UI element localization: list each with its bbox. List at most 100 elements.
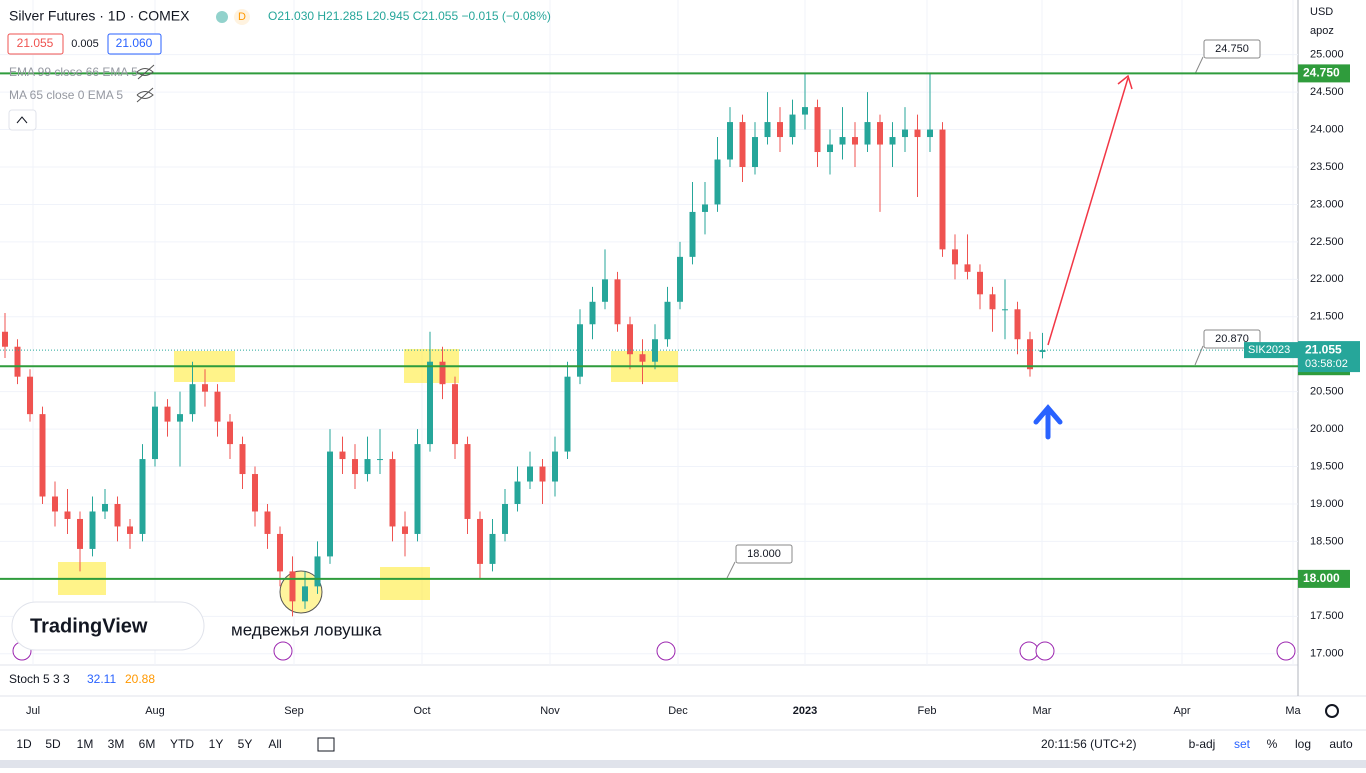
- candle-body: [439, 361, 446, 385]
- option-button[interactable]: set: [1234, 737, 1251, 751]
- mode[interactable]: apoz: [1310, 25, 1334, 37]
- option-button[interactable]: log: [1295, 737, 1311, 751]
- candle-body: [714, 159, 721, 205]
- symbol: Silver Futures · 1D · COMEX: [9, 8, 190, 24]
- collapse-button[interactable]: [8, 109, 37, 131]
- hide-icon[interactable]: [136, 64, 155, 103]
- settings-icon[interactable]: [1325, 704, 1339, 718]
- level-label: 24.750: [1303, 66, 1340, 80]
- candle-body: [264, 511, 271, 534]
- chevron: [16, 116, 28, 124]
- option-button[interactable]: %: [1267, 737, 1278, 751]
- ticker: SIK2023: [1248, 344, 1290, 356]
- candle-body: [277, 533, 283, 572]
- stoch-k: 32.11: [87, 672, 116, 686]
- candle-body: [927, 129, 933, 138]
- callout-leader: [1194, 345, 1204, 366]
- candles: [2, 73, 1046, 617]
- y-tick-label: 23.000: [1310, 198, 1344, 210]
- candle-body: [114, 503, 121, 527]
- range-button[interactable]: YTD: [170, 737, 194, 751]
- option-button[interactable]: auto: [1329, 737, 1353, 751]
- event-icon[interactable]: [1035, 641, 1055, 661]
- candle-body: [864, 122, 871, 145]
- y-tick-label: 22.000: [1310, 273, 1344, 285]
- indicator[interactable]: EMA 99 close 66 EMA 5: [9, 65, 138, 79]
- candle-body: [189, 384, 196, 415]
- candle-body: [2, 331, 8, 347]
- candle-body: [39, 414, 46, 497]
- ohlc: O21.030 H21.285 L20.945 C21.055 −0.015 (…: [268, 9, 551, 23]
- callout-leader: [726, 561, 736, 579]
- candle-body: [814, 107, 821, 153]
- y-tick-label: 24.500: [1310, 86, 1344, 98]
- candle-body: [389, 459, 396, 527]
- candle-body: [939, 129, 946, 250]
- bid[interactable]: 21.055: [17, 36, 54, 50]
- candle-body: [664, 301, 671, 340]
- event-icon[interactable]: [1276, 641, 1296, 661]
- candle-body: [739, 122, 746, 167]
- event-icon[interactable]: [656, 641, 676, 661]
- y-tick-label: 17.500: [1310, 610, 1344, 622]
- candle-body: [1027, 339, 1033, 370]
- status-dot: [216, 11, 228, 23]
- x-tick-label: Jul: [26, 705, 40, 717]
- currency[interactable]: USD: [1310, 6, 1333, 18]
- bottom-strip: [0, 760, 1366, 768]
- candle-body: [627, 324, 633, 355]
- level-label: 18.000: [1303, 571, 1340, 585]
- candle-body: [314, 556, 321, 587]
- indicator[interactable]: MA 65 close 0 EMA 5: [9, 88, 123, 102]
- x-tick-label: Apr: [1173, 705, 1190, 717]
- range-button[interactable]: 1Y: [209, 737, 224, 751]
- candle-body: [802, 107, 808, 115]
- bid-box[interactable]: [7, 33, 64, 55]
- annotation: медвежья ловушка: [231, 620, 382, 639]
- candle-body: [952, 249, 958, 265]
- stoch-name: Stoch 5 3 3: [9, 672, 70, 686]
- x-tick-label: Sep: [284, 705, 304, 717]
- highlight: [380, 567, 430, 600]
- range-button[interactable]: 6M: [139, 737, 156, 751]
- date-range-icon[interactable]: [317, 737, 335, 752]
- event-icon[interactable]: [1019, 641, 1039, 661]
- range-button[interactable]: 5D: [45, 737, 61, 751]
- last-price: 21.055: [1305, 342, 1342, 356]
- candle-body: [177, 414, 183, 422]
- candle-body: [127, 526, 133, 534]
- candle-body: [427, 361, 433, 445]
- candle-body: [552, 451, 558, 482]
- ask-box[interactable]: [107, 33, 162, 55]
- range-button[interactable]: 1M: [77, 737, 94, 751]
- range-button[interactable]: 5Y: [238, 737, 253, 751]
- range-button[interactable]: 1D: [16, 737, 32, 751]
- candle-body: [289, 571, 296, 602]
- event-icon[interactable]: [273, 641, 293, 661]
- candle-body: [64, 511, 71, 519]
- countdown: 03:58:02: [1305, 358, 1348, 370]
- ask[interactable]: 21.060: [116, 36, 153, 50]
- range-button[interactable]: All: [268, 737, 281, 751]
- x-tick-label: Oct: [413, 705, 430, 717]
- y-tick-label: 25.000: [1310, 49, 1344, 61]
- y-tick-label: 19.000: [1310, 498, 1344, 510]
- annotations: TradingView медвежья ловушка 24.750 20.8…: [11, 39, 1261, 651]
- y-tick-label: 20.500: [1310, 386, 1344, 398]
- candle-body: [402, 526, 408, 534]
- candle-body: [877, 122, 883, 145]
- candle-body: [727, 122, 733, 160]
- candle-body: [502, 503, 508, 534]
- stoch-d: 20.88: [125, 672, 155, 686]
- candle-body: [702, 204, 708, 212]
- last-price-tag: [1298, 341, 1360, 373]
- callout: 24.750: [1215, 43, 1249, 55]
- candle-body: [914, 129, 921, 138]
- x-tick-label: Feb: [918, 705, 937, 717]
- range-button[interactable]: 3M: [108, 737, 125, 751]
- candle-body: [602, 279, 608, 302]
- candle-body: [364, 459, 371, 475]
- option-button[interactable]: b-adj: [1189, 737, 1216, 751]
